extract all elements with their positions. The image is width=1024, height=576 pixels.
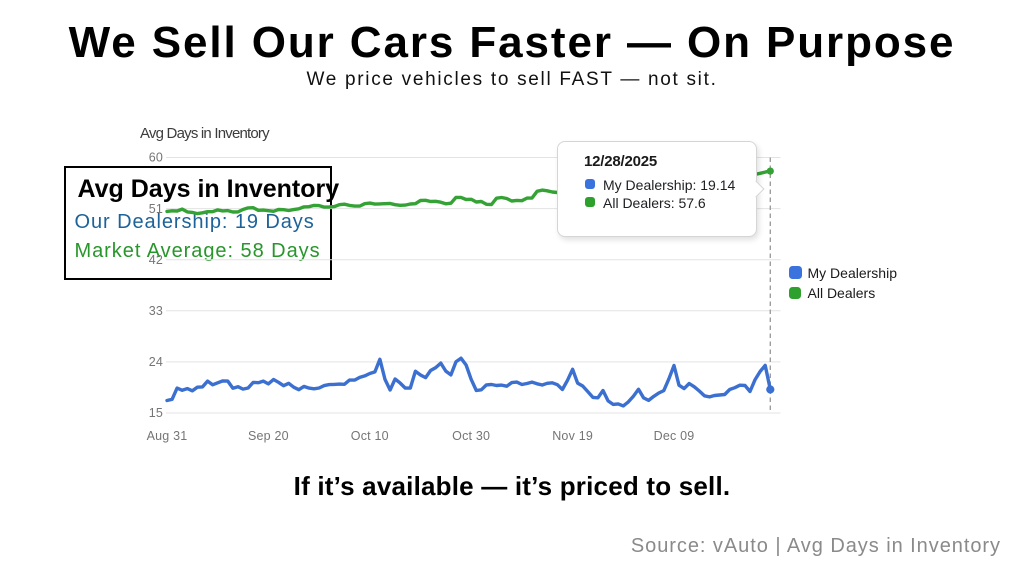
svg-text:15: 15 [149, 406, 163, 420]
svg-text:51: 51 [149, 202, 163, 216]
svg-text:Oct 10: Oct 10 [351, 429, 389, 443]
svg-text:60: 60 [149, 151, 163, 165]
svg-text:24: 24 [149, 355, 163, 369]
svg-text:Oct 30: Oct 30 [452, 429, 490, 443]
svg-text:Dec 09: Dec 09 [654, 429, 695, 443]
svg-text:Sep 20: Sep 20 [248, 429, 289, 443]
svg-text:Aug 31: Aug 31 [147, 429, 188, 443]
svg-text:42: 42 [149, 253, 163, 267]
svg-text:33: 33 [149, 304, 163, 318]
svg-text:Avg Days in Inventory: Avg Days in Inventory [140, 125, 270, 142]
svg-text:Nov 19: Nov 19 [552, 429, 593, 443]
